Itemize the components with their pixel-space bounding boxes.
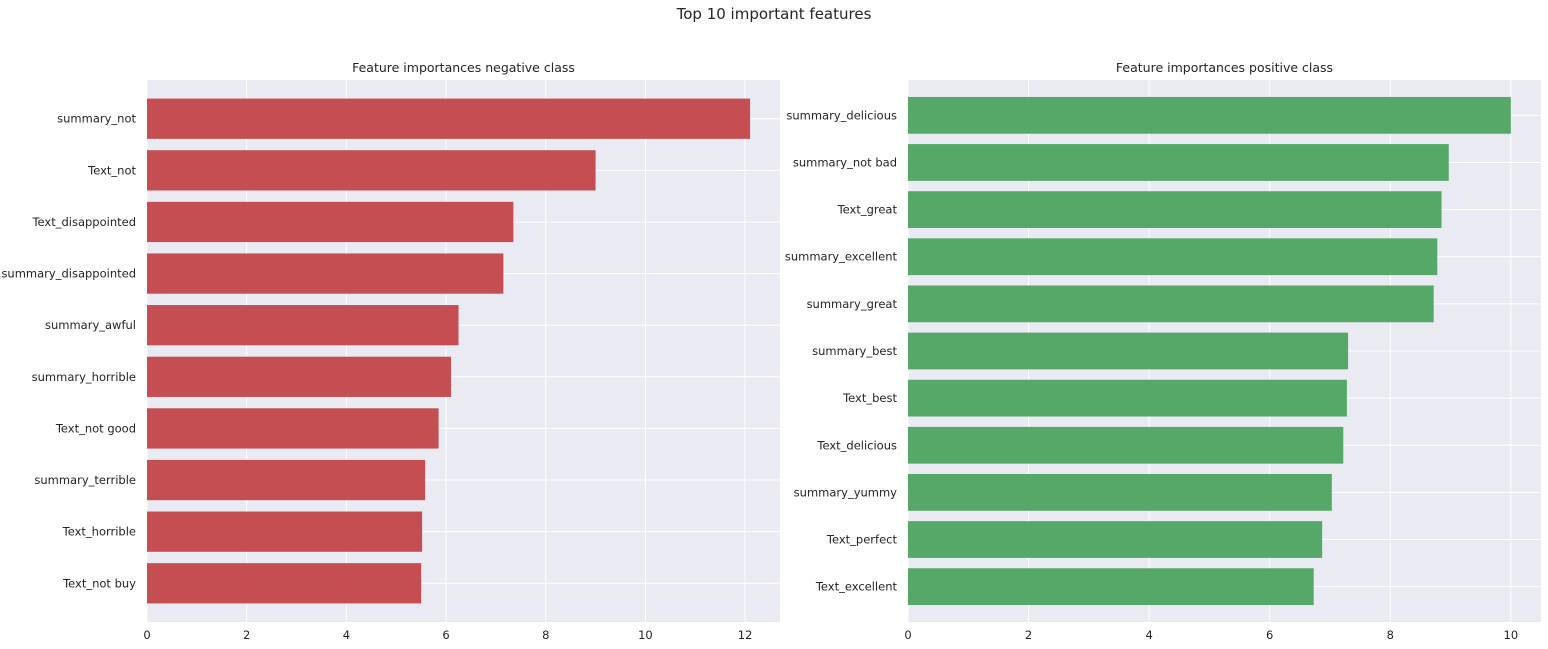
y-tick-label: Text_great — [837, 203, 898, 217]
bar-text_excellent — [908, 568, 1314, 606]
figure-title: Top 10 important features — [676, 5, 872, 23]
y-tick-label: Text_not — [87, 163, 136, 177]
bar-summary_great — [908, 285, 1434, 323]
bar-summary_awful — [147, 305, 459, 346]
bar-summary_yummy — [908, 474, 1332, 511]
bar-summary_delicious — [908, 96, 1511, 134]
x-tick-label: 10 — [638, 628, 653, 642]
x-tick-label: 2 — [1025, 628, 1032, 642]
x-tick-label: 4 — [343, 628, 350, 642]
x-tick-label: 0 — [904, 628, 911, 642]
bar-summary_not-bad — [908, 144, 1449, 181]
subplot-title: Feature importances positive class — [1116, 60, 1333, 75]
bar-text_perfect — [908, 521, 1323, 558]
subplot-1: summary_not Text_not Text_disappointedsumm… — [1, 60, 780, 642]
y-tick-label: summary_great — [807, 297, 898, 311]
y-tick-label: summary_horrible — [32, 370, 136, 384]
bar-text_disappointed — [147, 201, 514, 243]
y-tick-label: summary_terrible — [34, 473, 136, 487]
x-tick-label: 12 — [738, 628, 753, 642]
x-tick-label: 4 — [1145, 628, 1152, 642]
y-tick-label: summary_delicious — [786, 108, 897, 122]
y-tick-label: summary_yummy — [794, 485, 898, 499]
x-tick-label: 6 — [1266, 628, 1273, 642]
bar-text_horrible — [147, 511, 423, 552]
bar-text_not-buy — [147, 563, 422, 604]
x-tick-label: 10 — [1504, 628, 1519, 642]
x-tick-label: 8 — [542, 628, 549, 642]
bar-text_great — [908, 191, 1442, 228]
y-tick-label: summary_best — [812, 344, 897, 358]
y-tick-label: Text_horrible — [62, 525, 136, 539]
y-tick-label: Text_excellent — [815, 580, 898, 594]
bar-summary_horrible — [147, 356, 452, 397]
bar-text_delicious — [908, 426, 1344, 464]
bar-summary_best — [908, 332, 1349, 370]
bar-summary_terrible — [147, 459, 426, 501]
y-tick-label: Text_delicious — [816, 438, 897, 452]
y-tick-label: Text_disappointed — [31, 215, 136, 229]
bar-summary_disappointed — [147, 253, 504, 294]
x-tick-label: 6 — [442, 628, 449, 642]
bar-text_best — [908, 379, 1347, 417]
x-tick-label: 2 — [243, 628, 250, 642]
subplot-title: Feature importances negative class — [352, 60, 575, 75]
bar-summary_excellent — [908, 238, 1438, 276]
y-tick-label: Text_not good — [55, 421, 136, 435]
bar-text_not-good — [147, 408, 439, 449]
x-tick-label: 0 — [143, 628, 150, 642]
subplot-2: summary_delicious summary_not bad Text_gre… — [785, 60, 1541, 642]
x-tick-label: 8 — [1387, 628, 1394, 642]
bar-summary_not — [147, 98, 751, 139]
bar-text_not — [147, 150, 596, 191]
y-tick-label: summary_not — [57, 112, 136, 126]
y-tick-label: summary_disappointed — [1, 267, 136, 281]
y-tick-label: Text_best — [842, 391, 897, 405]
y-tick-label: summary_excellent — [785, 250, 898, 264]
y-tick-label: summary_not bad — [793, 155, 897, 169]
y-tick-label: Text_perfect — [826, 533, 898, 547]
y-tick-label: summary_awful — [45, 318, 136, 332]
y-tick-label: Text_not buy — [62, 576, 136, 590]
